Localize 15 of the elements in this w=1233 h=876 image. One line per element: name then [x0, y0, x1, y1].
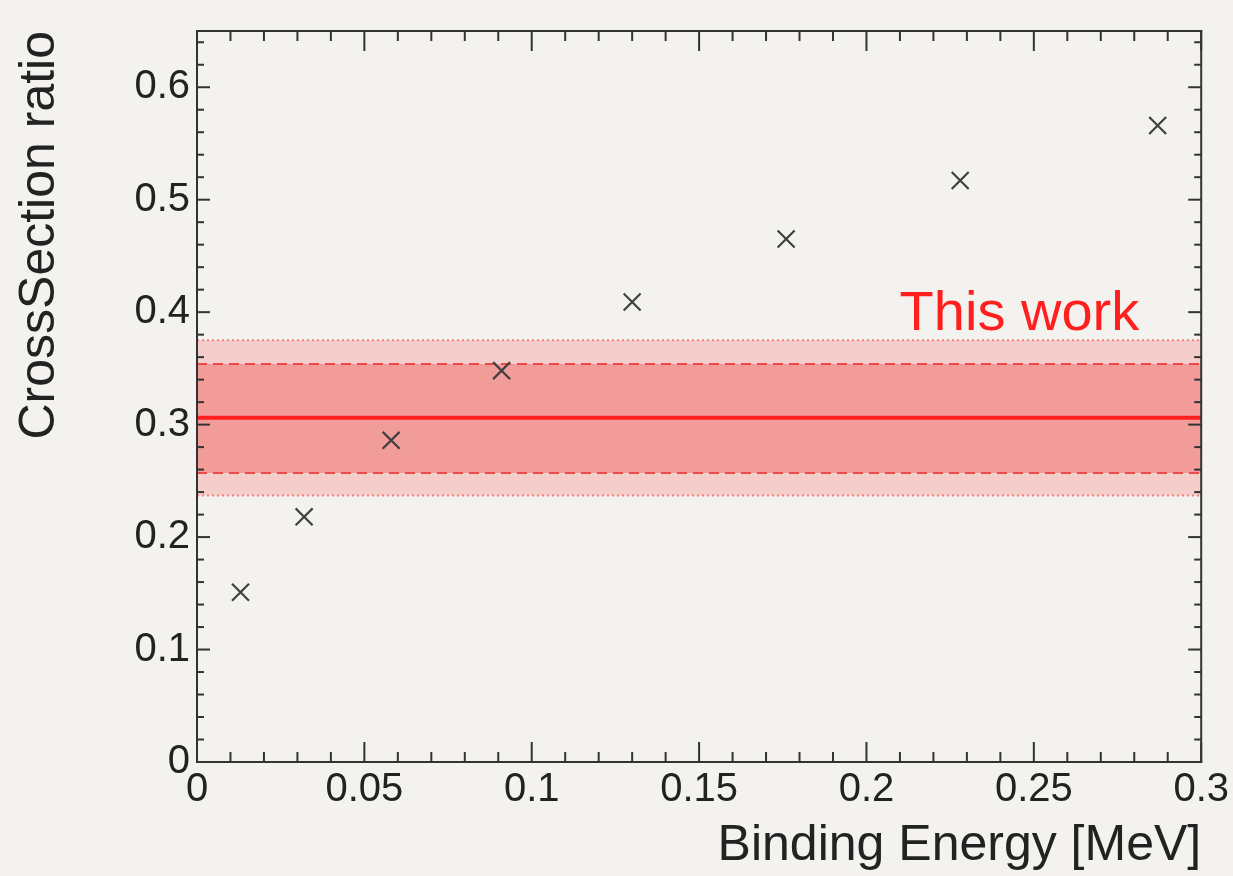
y-tick-label: 0.3	[134, 399, 190, 444]
x-tick-label: 0.3	[1173, 765, 1229, 810]
ref-line-label: This work	[899, 278, 1141, 342]
x-tick-label: 0.15	[660, 765, 739, 810]
y-axis-title: CrossSection ratio	[8, 31, 65, 440]
x-tick-label: 0.25	[994, 765, 1073, 810]
x-tick-label: 0.2	[838, 765, 895, 810]
y-tick-label: 0.1	[134, 624, 190, 669]
x-axis-title: Binding Energy [MeV]	[717, 814, 1202, 871]
x-tick-label: 0.05	[325, 765, 404, 810]
y-tick-label: 0.5	[134, 174, 190, 219]
y-tick-label: 0.6	[134, 62, 190, 107]
y-tick-label: 0.2	[134, 512, 190, 557]
x-tick-label: 0.1	[503, 765, 560, 810]
y-tick-label: 0.4	[134, 287, 190, 332]
